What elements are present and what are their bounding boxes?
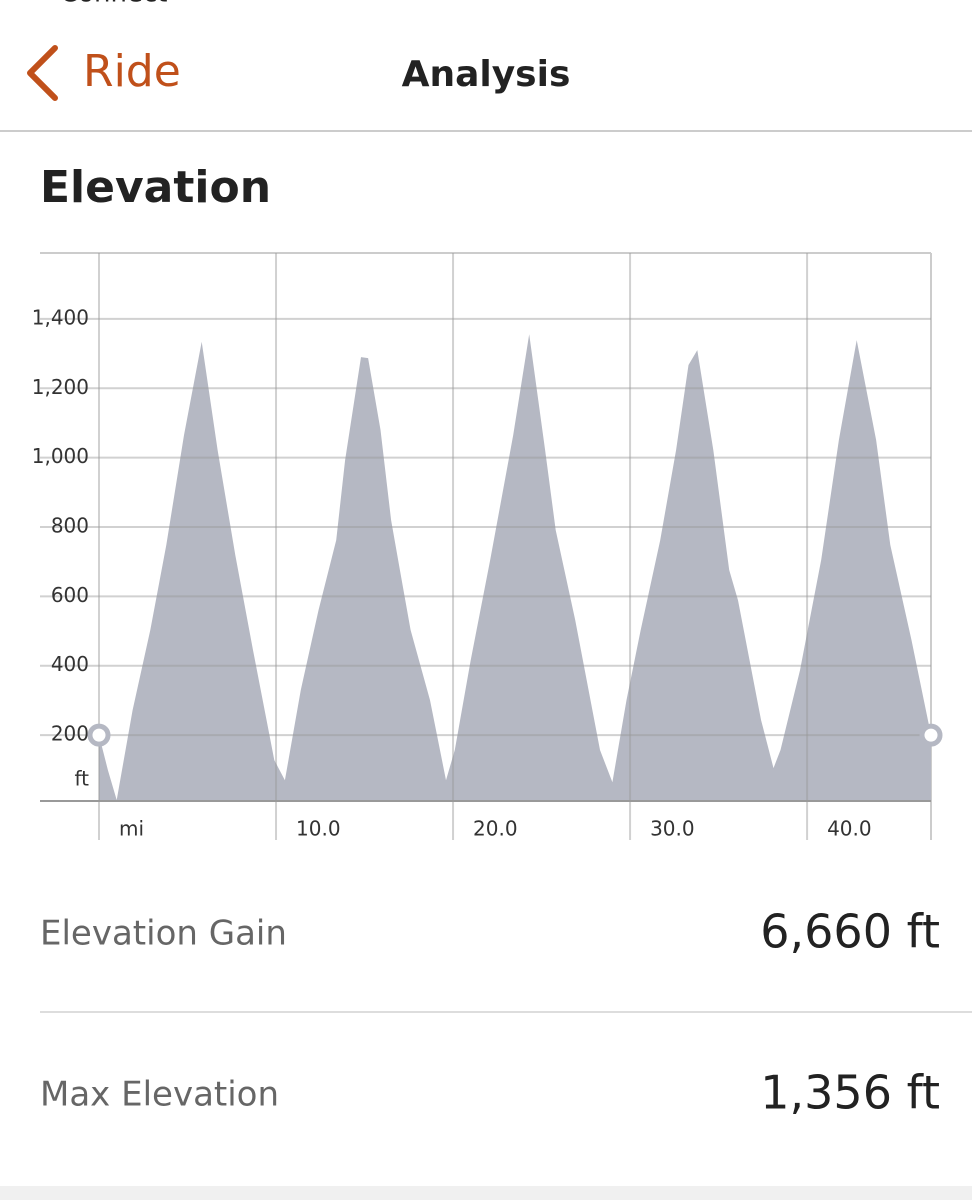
nav-title: Analysis xyxy=(402,54,571,95)
bottom-bar xyxy=(0,1186,972,1200)
y-tick-label: 200 xyxy=(51,722,89,746)
back-top[interactable]: Connect xyxy=(60,0,168,9)
stat-label: Elevation Gain xyxy=(40,914,287,954)
back-chevron[interactable] xyxy=(27,45,58,101)
y-tick-label: 1,000 xyxy=(32,444,89,468)
elevation-area xyxy=(99,334,931,801)
y-tick-label: 800 xyxy=(51,514,89,538)
x-tick-label: mi xyxy=(119,817,144,841)
stat-label: Max Elevation xyxy=(40,1075,279,1115)
stat-value: 1,356 ft xyxy=(760,1066,940,1120)
x-tick-label: 10.0 xyxy=(296,817,341,841)
y-tick-label: 1,400 xyxy=(32,305,89,329)
y-unit-label: ft xyxy=(74,767,89,791)
range-handle[interactable] xyxy=(87,723,111,747)
x-tick-label: 30.0 xyxy=(650,817,695,841)
section-title: Elevation xyxy=(40,162,271,213)
x-tick-label: 40.0 xyxy=(827,817,872,841)
y-tick-label: 400 xyxy=(51,652,89,676)
y-tick-label: 600 xyxy=(51,583,89,607)
range-handle[interactable] xyxy=(919,723,943,747)
back-button[interactable]: Ride xyxy=(83,46,181,97)
elevation-chart[interactable]: 200 400 600 800 1,000 1,200 1,400 mi 10.0 20.0 30.… xyxy=(32,252,943,841)
x-tick-label: 20.0 xyxy=(473,817,518,841)
stat-value: 6,660 ft xyxy=(760,905,940,959)
y-tick-label: 1,200 xyxy=(32,375,89,399)
